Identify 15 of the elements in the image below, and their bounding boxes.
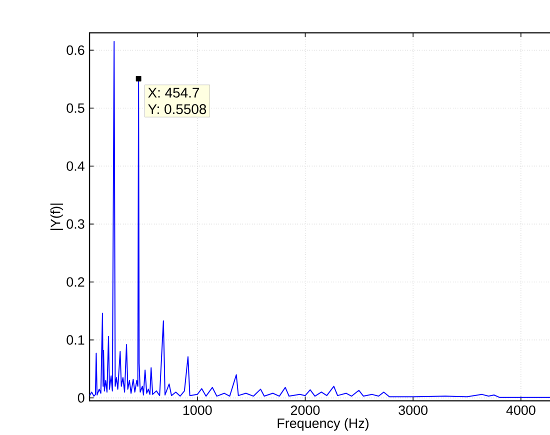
y-axis-title: |Y(f)| [50, 204, 63, 230]
y-tick-label: 0.6 [66, 45, 84, 55]
x-tick-label: 4000 [506, 405, 536, 415]
annotation: X: 454.7 [148, 88, 200, 98]
x-tick-label: 2000 [290, 405, 320, 415]
x-tick-label: 3000 [398, 405, 428, 415]
y-tick-label: 0.1 [66, 335, 84, 345]
y-tick-label: 0 [78, 393, 84, 403]
x-tick-label: 1000 [183, 405, 212, 415]
y-tick-label: 0.5 [66, 103, 84, 113]
y-tick-label: 0.3 [66, 219, 84, 229]
y-tick-label: 0.4 [66, 161, 84, 171]
annotation: Y: 0.5508 [148, 104, 206, 114]
y-tick-label: 0.2 [66, 277, 84, 287]
x-axis-title: Frequency (Hz) [278, 418, 368, 431]
